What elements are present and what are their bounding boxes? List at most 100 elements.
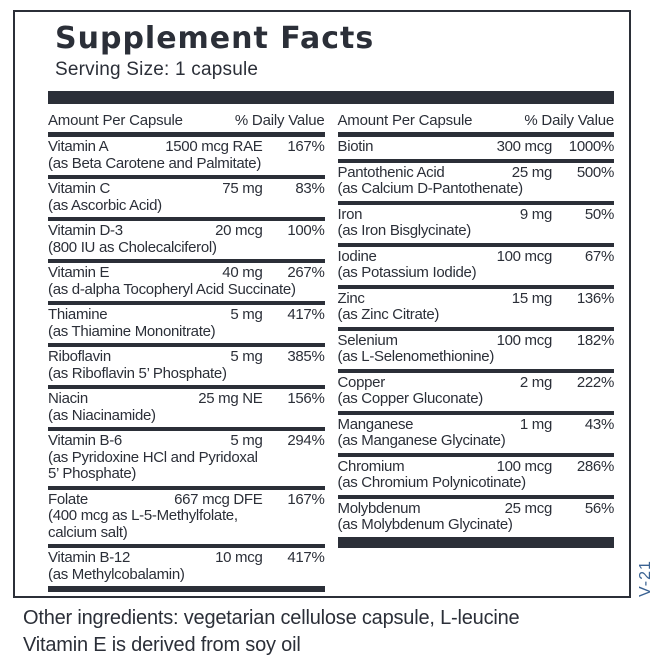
nutrient-source: (as Pyridoxine HCl and Pyridoxal 5’ Phos…	[48, 448, 258, 482]
row-separator	[337, 452, 614, 457]
nutrient-daily-value: 286%	[576, 457, 614, 475]
row-separator	[337, 158, 614, 163]
nutrient-row: Riboflavin 5 mg 385% (as Riboflavin 5’ P…	[48, 347, 325, 389]
nutrient-name: Copper	[337, 373, 386, 391]
nutrient-daily-value: 1000%	[568, 138, 615, 155]
nutrient-row-main: Copper 2 mg 222%	[337, 373, 615, 392]
nutrient-name: Vitamin D-3	[48, 222, 123, 239]
nutrient-amount: 9 mg	[519, 205, 552, 223]
nutrient-amount: 100 mcg	[496, 331, 553, 349]
nutrient-row: Molybdenum 25 mcg 56% (as Molybdenum Gly…	[337, 499, 615, 548]
nutrient-row-main: Thiamine 5 mg 417%	[48, 306, 325, 324]
nutrient-source: (as Methylcobalamin)	[48, 565, 185, 583]
nutrient-amount: 15 mg	[511, 289, 553, 307]
nutrient-row-main: Iodine 100 mcg 67%	[338, 247, 615, 266]
nutrient-row: Iodine 100 mcg 67% (as Potassium Iodide)	[337, 247, 615, 289]
nutrient-daily-value: 83%	[295, 180, 325, 197]
nutrient-source: (as Manganese Glycinate)	[337, 432, 506, 449]
other-ingredients: Other ingredients: vegetarian cellulose …	[23, 605, 648, 659]
nutrient-source: (as Molybdenum Glycinate)	[337, 516, 513, 533]
nutrient-row-main: Zinc 15 mg 136%	[338, 289, 615, 308]
nutrient-row-main: Riboflavin 5 mg 385%	[48, 348, 325, 366]
nutrient-row-main: Vitamin B-6 5 mg 294%	[48, 432, 325, 450]
nutrient-row: Vitamin D-3 20 mcg 100% (800 IU as Chole…	[48, 221, 325, 263]
nutrient-amount: 25 mcg	[504, 499, 553, 517]
nutrient-name: Chromium	[337, 457, 405, 475]
nutrient-row-main: Chromium 100 mcg 286%	[337, 457, 615, 476]
serving-size: Serving Size: 1 capsule	[55, 59, 259, 80]
nutrient-row-main: Manganese 1 mg 43%	[337, 415, 615, 434]
column-header-bar	[48, 132, 325, 137]
row-separator	[48, 385, 325, 389]
nutrient-row-main: Vitamin C 75 mg 83%	[48, 180, 325, 198]
nutrient-name: Riboflavin	[48, 348, 111, 365]
nutrient-row: Vitamin E 40 mg 267% (as d-alpha Tocophe…	[48, 263, 325, 305]
nutrient-row-main: Iron 9 mg 50%	[337, 205, 615, 224]
nutrient-row: Vitamin B-12 10 mcg 417% (as Methylcobal…	[48, 548, 325, 592]
nutrient-source: (as Beta Carotene and Palmitate)	[48, 154, 262, 172]
nutrient-amount: 5 mg	[230, 432, 263, 449]
column-header-bar	[337, 132, 614, 137]
nutrient-row-main: Molybdenum 25 mcg 56%	[338, 499, 615, 518]
row-separator	[337, 368, 614, 373]
nutrient-amount: 100 mcg	[496, 457, 553, 475]
row-separator	[337, 536, 614, 548]
nutrient-row: Biotin 300 mcg 1000%	[337, 137, 615, 163]
row-separator	[48, 343, 325, 347]
panel-title: Supplement Facts	[55, 21, 375, 56]
nutrient-amount: 20 mcg	[215, 222, 263, 239]
nutrient-amount: 25 mg	[511, 163, 553, 181]
other-ingredients-line1: Other ingredients: vegetarian cellulose …	[23, 607, 520, 629]
version-code: V-21	[637, 560, 654, 597]
nutrient-amount: 100 mcg	[496, 247, 553, 265]
nutrient-name: Manganese	[337, 415, 414, 433]
nutrient-daily-value: 500%	[576, 163, 614, 181]
column-header-amount: Amount Per Capsule	[48, 112, 183, 129]
nutrient-row: Chromium 100 mcg 286% (as Chromium Polyn…	[337, 457, 615, 499]
nutrient-row: Thiamine 5 mg 417% (as Thiamine Mononitr…	[48, 305, 325, 347]
nutrient-daily-value: 385%	[287, 348, 325, 365]
nutrient-daily-value: 267%	[287, 264, 325, 281]
row-separator	[337, 242, 614, 247]
column-header-daily-value: % Daily Value	[234, 112, 325, 129]
nutrient-daily-value: 50%	[584, 205, 614, 223]
nutrient-daily-value: 136%	[576, 289, 614, 307]
nutrient-row-main: Vitamin B-12 10 mcg 417%	[48, 549, 325, 567]
nutrient-row: Niacin 25 mg NE 156% (as Niacinamide)	[48, 389, 325, 431]
nutrient-row-main: Folate 667 mcg DFE 167%	[48, 490, 325, 509]
nutrient-amount: 5 mg	[230, 348, 263, 365]
nutrient-amount: 300 mcg	[496, 138, 553, 155]
nutrient-name: Iron	[337, 205, 363, 223]
supplement-facts-panel: Supplement Facts Serving Size: 1 capsule…	[13, 10, 631, 598]
nutrient-daily-value: 156%	[287, 390, 325, 407]
nutrient-amount: 1500 mcg RAE	[165, 138, 263, 155]
nutrient-row: Vitamin A 1500 mcg RAE 167% (as Beta Car…	[48, 137, 325, 179]
nutrient-daily-value: 56%	[584, 499, 614, 517]
nutrient-name: Niacin	[48, 390, 88, 407]
nutrient-daily-value: 43%	[584, 415, 614, 433]
nutrient-daily-value: 67%	[584, 247, 614, 265]
nutrient-name: Vitamin C	[48, 180, 111, 197]
other-ingredients-line2: Vitamin E is derived from soy oil	[23, 634, 301, 656]
nutrient-amount: 75 mg	[222, 180, 263, 197]
row-separator	[48, 301, 325, 305]
row-separator	[337, 494, 614, 499]
row-separator	[337, 200, 614, 205]
nutrient-row-main: Niacin 25 mg NE 156%	[48, 390, 325, 408]
nutrient-name: Vitamin A	[48, 138, 109, 155]
nutrient-amount: 667 mcg DFE	[174, 490, 263, 508]
nutrient-amount: 40 mg	[222, 264, 263, 281]
column-header-daily-value: % Daily Value	[524, 112, 614, 129]
nutrient-amount: 10 mcg	[215, 549, 263, 566]
column-header-right: Amount Per Capsule % Daily Value	[338, 110, 615, 132]
nutrient-row: Zinc 15 mg 136% (as Zinc Citrate)	[337, 289, 615, 331]
nutrient-source: (as Niacinamide)	[48, 406, 156, 424]
nutrient-column-right: Amount Per Capsule % Daily Value Biotin …	[337, 110, 615, 592]
nutrient-source: (as Chromium Polynicotinate)	[337, 474, 527, 491]
nutrient-source: (as Potassium Iodide)	[337, 264, 477, 281]
panel-inner: Supplement Facts Serving Size: 1 capsule…	[15, 12, 629, 592]
nutrient-row: Iron 9 mg 50% (as Iron Bisglycinate)	[337, 205, 615, 247]
row-separator	[337, 284, 614, 289]
row-separator	[337, 326, 614, 331]
nutrient-row-main: Vitamin A 1500 mcg RAE 167%	[48, 138, 325, 156]
